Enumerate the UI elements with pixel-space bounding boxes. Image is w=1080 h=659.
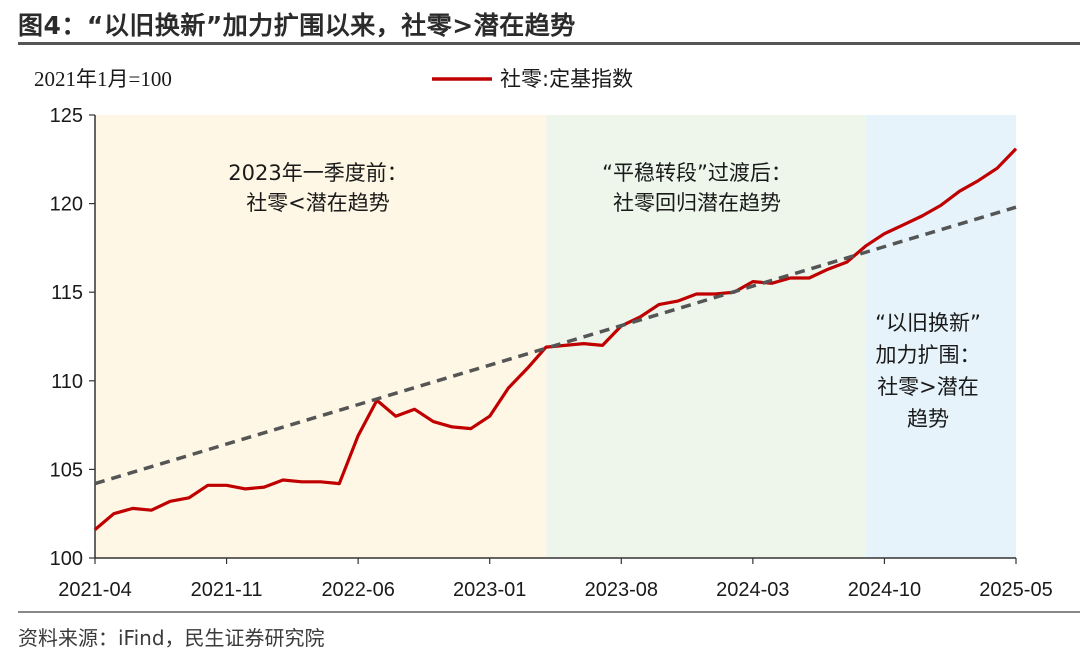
region-annotation: 2023年一季度前： bbox=[228, 161, 407, 185]
region-annotation: 社零回归潜在趋势 bbox=[613, 191, 781, 215]
y-tick-label: 110 bbox=[51, 371, 83, 393]
x-tick-label: 2021-04 bbox=[58, 579, 131, 601]
source-note: 资料来源：iFind，民生证券研究院 bbox=[18, 626, 325, 650]
legend-label: 社零:定基指数 bbox=[500, 67, 633, 91]
x-tick-label: 2025-05 bbox=[979, 579, 1052, 601]
x-tick-label: 2022-06 bbox=[321, 579, 394, 601]
unit-label: 2021年1月=100 bbox=[34, 67, 172, 91]
y-tick-label: 105 bbox=[50, 459, 83, 481]
x-tick-label: 2023-08 bbox=[585, 579, 658, 601]
y-tick-label: 125 bbox=[50, 105, 83, 127]
y-tick-label: 100 bbox=[50, 548, 83, 570]
trend-line bbox=[94, 205, 1017, 486]
shaded-region bbox=[95, 115, 547, 558]
region-annotation: 社零<潜在趋势 bbox=[246, 191, 390, 215]
x-tick-label: 2021-11 bbox=[191, 579, 263, 601]
region-annotation: 社零>潜在 bbox=[877, 375, 979, 399]
line-chart: 100 105 110 115 120 125 2021-04 2021-11 2022-06 2… bbox=[34, 67, 1053, 601]
region-annotation: “平稳转段”过渡后： bbox=[602, 161, 792, 185]
chart-title: 图4：“以旧换新”加力扩围以来，社零>潜在趋势 bbox=[18, 11, 576, 40]
region-annotation: “以旧换新” bbox=[875, 311, 981, 335]
x-tick-label: 2024-10 bbox=[848, 579, 921, 601]
y-tick-label: 120 bbox=[50, 194, 83, 216]
region-annotation: 趋势 bbox=[907, 407, 949, 431]
shaded-region bbox=[865, 115, 1016, 558]
shaded-region bbox=[546, 115, 866, 558]
source-divider bbox=[18, 611, 1080, 613]
x-tick-label: 2024-03 bbox=[716, 579, 789, 601]
y-tick-label: 115 bbox=[51, 282, 83, 304]
x-tick-label: 2023-01 bbox=[453, 579, 526, 601]
region-annotation: 加力扩围： bbox=[876, 343, 981, 367]
title-divider bbox=[18, 42, 1080, 45]
